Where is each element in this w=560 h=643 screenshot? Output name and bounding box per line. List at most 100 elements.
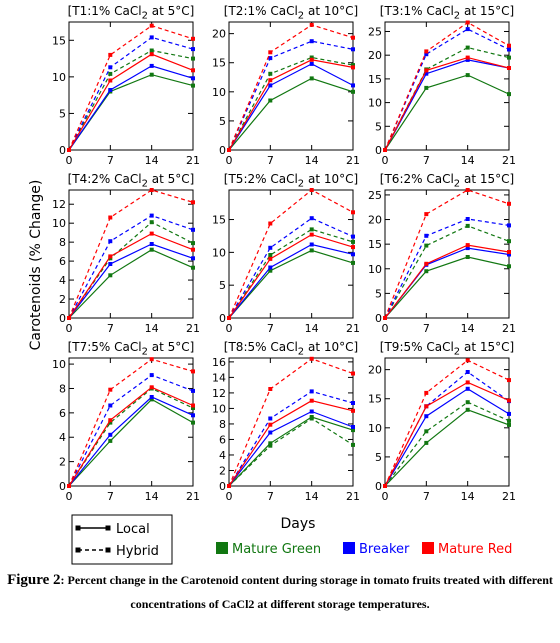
data-point xyxy=(507,223,511,228)
series-line xyxy=(68,74,194,151)
data-point xyxy=(191,388,195,393)
series-line xyxy=(228,416,354,487)
panel-4: 0 2 4 6 8 10 12 0 7 14 21 [T4:2% CaCl2 at 5°C] xyxy=(52,172,200,335)
y-tick-label: 15 xyxy=(212,214,226,227)
x-tick-label: 14 xyxy=(461,322,475,335)
data-point xyxy=(507,201,511,206)
data-point xyxy=(465,407,470,412)
data-point xyxy=(351,401,355,405)
data-point xyxy=(149,242,154,246)
data-point xyxy=(424,440,429,445)
panel-title-box: [T1:1% CaCl2 at 5°C] xyxy=(67,4,195,22)
y-tick-label: 0 xyxy=(375,480,382,493)
data-point xyxy=(383,484,387,488)
panel-6: 0 5 10 15 20 25 0 7 14 21 [T6:2% CaCl2 at 15°C] xyxy=(368,172,516,335)
data-point xyxy=(309,248,314,253)
series-line xyxy=(384,381,510,487)
legend-swatch xyxy=(422,542,434,554)
data-point xyxy=(108,273,113,278)
x-tick-label: 21 xyxy=(186,154,200,167)
y-tick-label: 5 xyxy=(375,287,382,300)
data-point xyxy=(108,420,113,425)
y-tick-label: 14 xyxy=(212,371,226,384)
data-point xyxy=(507,422,511,427)
series-line xyxy=(68,53,194,151)
data-point xyxy=(507,239,511,244)
series-line xyxy=(228,59,354,151)
x-tick-label: 21 xyxy=(186,490,200,503)
data-point xyxy=(108,438,113,443)
data-point xyxy=(465,358,470,363)
data-point xyxy=(351,35,355,40)
panel-2: 0 5 10 15 20 0 7 14 21 [T2:1% CaCl2 at 10°C] xyxy=(212,4,360,167)
data-point xyxy=(191,83,195,88)
data-point xyxy=(351,408,355,413)
data-point xyxy=(149,52,154,57)
data-point xyxy=(67,148,71,152)
y-tick-label: 4 xyxy=(59,274,66,287)
y-tick-label: 4 xyxy=(59,431,66,444)
x-tick-label: 0 xyxy=(382,322,389,335)
data-point xyxy=(191,68,195,73)
series-line xyxy=(384,388,510,487)
y-tick-label: 4 xyxy=(219,449,226,462)
data-point xyxy=(424,261,429,266)
x-tick-label: 7 xyxy=(267,490,274,503)
legend-color-label: Breaker xyxy=(359,542,410,557)
data-point xyxy=(351,65,355,70)
panel-title: [T9:5% CaCl2 at 15°C] xyxy=(379,340,515,358)
y-tick-label: 20 xyxy=(368,364,382,377)
y-tick-label: 10 xyxy=(52,71,66,84)
panel-frame xyxy=(228,357,354,487)
y-tick-label: 8 xyxy=(219,418,226,431)
y-tick-label: 2 xyxy=(219,464,226,477)
x-tick-label: 14 xyxy=(461,490,475,503)
data-point xyxy=(465,370,470,374)
y-tick-label: 6 xyxy=(219,433,226,446)
y-tick-label: 16 xyxy=(212,356,226,369)
data-point xyxy=(507,398,511,403)
data-point xyxy=(268,98,273,103)
panel-title-box: [T2:1% CaCl2 at 10°C] xyxy=(224,4,358,21)
panel-title: [T3:1% CaCl2 at 15°C] xyxy=(379,4,515,22)
data-point xyxy=(149,373,154,378)
data-point xyxy=(191,200,195,205)
data-point xyxy=(227,148,231,152)
data-point xyxy=(191,265,195,270)
series-line xyxy=(384,359,510,487)
series-line xyxy=(228,390,354,487)
series-line xyxy=(68,214,194,319)
data-point xyxy=(149,220,154,225)
data-point xyxy=(149,385,154,390)
x-tick-label: 7 xyxy=(267,322,274,335)
data-point xyxy=(149,188,154,192)
series-line xyxy=(384,409,510,487)
data-point xyxy=(67,484,71,488)
data-point xyxy=(351,252,355,257)
data-point xyxy=(465,57,470,62)
data-point xyxy=(424,429,429,434)
figure-caption: Figure 2: Percent change in the Caroteno… xyxy=(0,568,560,616)
data-point xyxy=(351,83,355,88)
data-point xyxy=(268,50,273,55)
data-point xyxy=(268,268,273,273)
data-point xyxy=(351,428,355,433)
data-point xyxy=(309,39,314,44)
data-point xyxy=(465,27,470,32)
series-line xyxy=(384,189,510,319)
y-tick-label: 0 xyxy=(375,312,382,325)
panel-title: [T1:1% CaCl2 at 5°C] xyxy=(67,4,195,22)
data-point xyxy=(149,23,154,28)
data-point xyxy=(108,215,113,220)
x-tick-label: 0 xyxy=(226,154,233,167)
y-tick-label: 5 xyxy=(59,107,66,120)
series-line xyxy=(228,56,354,151)
y-tick-label: 5 xyxy=(219,115,226,128)
data-point xyxy=(424,85,429,90)
line-style-legend-box xyxy=(71,514,173,565)
data-point xyxy=(424,233,429,238)
data-point xyxy=(465,400,470,405)
x-tick-label: 7 xyxy=(107,490,114,503)
